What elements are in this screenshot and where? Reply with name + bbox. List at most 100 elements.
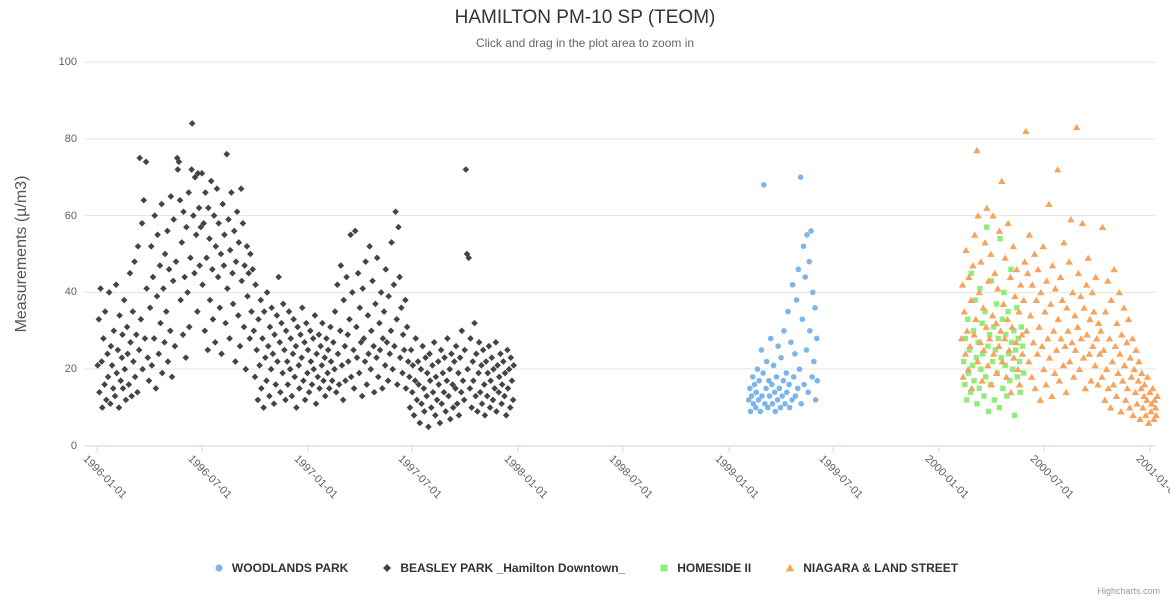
data-point[interactable] — [1051, 285, 1060, 292]
data-point[interactable] — [487, 377, 494, 385]
data-point[interactable] — [347, 373, 355, 381]
data-point[interactable] — [1018, 324, 1025, 330]
data-point[interactable] — [451, 358, 458, 365]
data-point[interactable] — [1018, 350, 1027, 357]
data-point[interactable] — [1000, 335, 1009, 342]
data-point[interactable] — [155, 350, 163, 358]
data-point[interactable] — [315, 331, 323, 338]
data-point[interactable] — [392, 208, 399, 216]
data-point[interactable] — [983, 204, 991, 211]
data-point[interactable] — [279, 369, 286, 377]
data-point[interactable] — [972, 297, 978, 303]
data-point[interactable] — [355, 369, 363, 377]
data-point[interactable] — [1021, 258, 1029, 265]
data-point[interactable] — [146, 304, 154, 312]
data-point[interactable] — [107, 400, 114, 408]
data-point[interactable] — [465, 254, 473, 262]
data-point[interactable] — [488, 354, 496, 361]
data-point[interactable] — [980, 351, 986, 357]
data-point[interactable] — [426, 350, 433, 358]
data-point[interactable] — [382, 266, 390, 273]
data-point[interactable] — [291, 373, 299, 381]
data-point[interactable] — [973, 146, 981, 154]
data-point[interactable] — [240, 323, 248, 331]
data-point[interactable] — [985, 335, 994, 342]
data-point[interactable] — [468, 404, 475, 411]
data-point[interactable] — [788, 339, 794, 346]
data-point[interactable] — [1009, 366, 1016, 372]
data-point[interactable] — [203, 254, 210, 262]
data-point[interactable] — [1114, 369, 1122, 376]
data-point[interactable] — [792, 351, 798, 357]
data-point[interactable] — [385, 292, 392, 300]
data-point[interactable] — [753, 389, 760, 396]
data-point[interactable] — [335, 381, 343, 388]
data-point[interactable] — [801, 381, 807, 388]
data-point[interactable] — [274, 358, 281, 365]
data-point[interactable] — [1093, 335, 1101, 342]
data-point[interactable] — [354, 269, 362, 277]
data-point[interactable] — [129, 308, 137, 315]
data-point[interactable] — [169, 277, 177, 285]
data-point[interactable] — [295, 362, 303, 369]
data-point[interactable] — [408, 388, 416, 396]
data-point[interactable] — [797, 174, 804, 180]
data-point[interactable] — [985, 408, 992, 415]
data-point[interactable] — [483, 392, 491, 400]
data-point[interactable] — [475, 369, 482, 377]
data-point[interactable] — [962, 246, 970, 254]
data-point[interactable] — [321, 354, 328, 361]
data-point[interactable] — [309, 335, 317, 342]
data-point[interactable] — [491, 385, 498, 392]
data-point[interactable] — [972, 315, 980, 323]
data-point[interactable] — [148, 362, 156, 369]
data-point[interactable] — [168, 373, 176, 381]
data-point[interactable] — [415, 381, 422, 388]
data-point[interactable] — [1015, 308, 1023, 315]
data-point[interactable] — [1126, 354, 1134, 361]
data-point[interactable] — [359, 285, 367, 292]
data-point[interactable] — [344, 331, 352, 338]
data-point[interactable] — [481, 411, 489, 419]
data-point[interactable] — [318, 362, 326, 369]
data-point[interactable] — [984, 277, 993, 284]
data-point[interactable] — [379, 335, 387, 342]
data-point[interactable] — [131, 373, 139, 381]
data-point[interactable] — [969, 262, 977, 269]
data-point[interactable] — [970, 331, 978, 338]
data-point[interactable] — [269, 350, 277, 358]
data-point[interactable] — [430, 339, 438, 346]
data-point[interactable] — [121, 365, 129, 373]
data-point[interactable] — [286, 365, 294, 373]
data-point[interactable] — [258, 385, 265, 392]
data-point[interactable] — [1121, 396, 1130, 403]
data-point[interactable] — [1026, 312, 1035, 319]
data-point[interactable] — [984, 361, 992, 369]
data-point[interactable] — [1065, 258, 1073, 265]
data-point[interactable] — [993, 301, 1000, 307]
data-point[interactable] — [478, 362, 485, 369]
data-point[interactable] — [1147, 400, 1156, 407]
data-point[interactable] — [214, 273, 222, 281]
data-point[interactable] — [386, 350, 394, 358]
data-point[interactable] — [324, 369, 331, 377]
data-point[interactable] — [221, 231, 228, 239]
data-point[interactable] — [166, 327, 174, 335]
data-point[interactable] — [226, 246, 234, 254]
data-point[interactable] — [1125, 404, 1134, 411]
data-point[interactable] — [185, 323, 193, 331]
data-point[interactable] — [1133, 400, 1141, 407]
data-point[interactable] — [485, 342, 493, 350]
data-point[interactable] — [767, 335, 774, 342]
data-point[interactable] — [970, 231, 979, 238]
data-point[interactable] — [982, 308, 988, 315]
data-point[interactable] — [1002, 373, 1011, 380]
data-point[interactable] — [319, 319, 326, 327]
data-point[interactable] — [306, 327, 314, 335]
data-point[interactable] — [1047, 300, 1055, 307]
data-point[interactable] — [391, 342, 398, 350]
data-point[interactable] — [276, 339, 284, 346]
data-point[interactable] — [1139, 404, 1147, 411]
data-point[interactable] — [504, 385, 512, 392]
data-point[interactable] — [379, 385, 386, 392]
